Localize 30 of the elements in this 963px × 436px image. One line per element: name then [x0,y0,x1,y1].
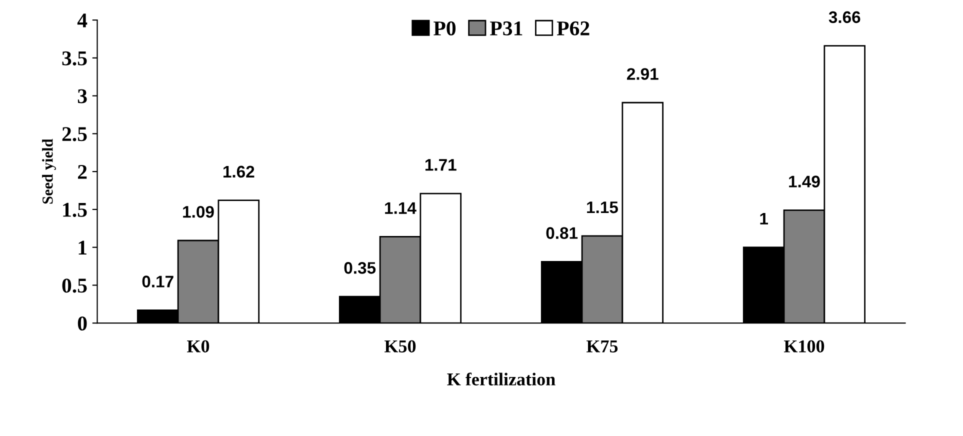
data-label: 0.17 [142,276,174,288]
data-label: 1 [760,212,768,224]
data-label: 1.14 [385,202,416,214]
x-tick-label: K50 [384,340,416,352]
y-tick-label: 3.5 [62,51,87,66]
y-tick-label: 4 [77,14,88,28]
x-tick-label: K0 [187,340,210,352]
y-tick-label: 3 [78,89,87,104]
y-tick-label: 2.5 [62,127,87,142]
data-label: 1.49 [789,176,820,188]
data-label: 0.81 [546,227,578,239]
data-label: 1.62 [223,166,254,178]
data-label: 3.66 [828,11,860,24]
y-axis-title: Seed yield [42,138,56,204]
data-label: 1.09 [183,206,214,218]
x-axis-title: K fertilization [447,372,556,386]
x-tick-label: K100 [784,340,824,352]
y-tick-label: 0.5 [62,278,87,293]
y-tick-label: 1 [78,240,86,255]
data-label: 2.91 [626,68,658,80]
y-tick-label: 0 [78,316,87,331]
legend-label: P31 [490,21,522,36]
data-label: 0.35 [344,262,376,274]
y-tick-label: 2 [78,165,87,179]
y-tick-label: 1.5 [63,202,87,217]
data-label: 1.15 [587,202,618,214]
legend-label: P0 [434,21,456,36]
legend-label: P62 [556,21,590,36]
data-label: 1.71 [425,159,456,171]
x-tick-label: K75 [586,340,618,352]
